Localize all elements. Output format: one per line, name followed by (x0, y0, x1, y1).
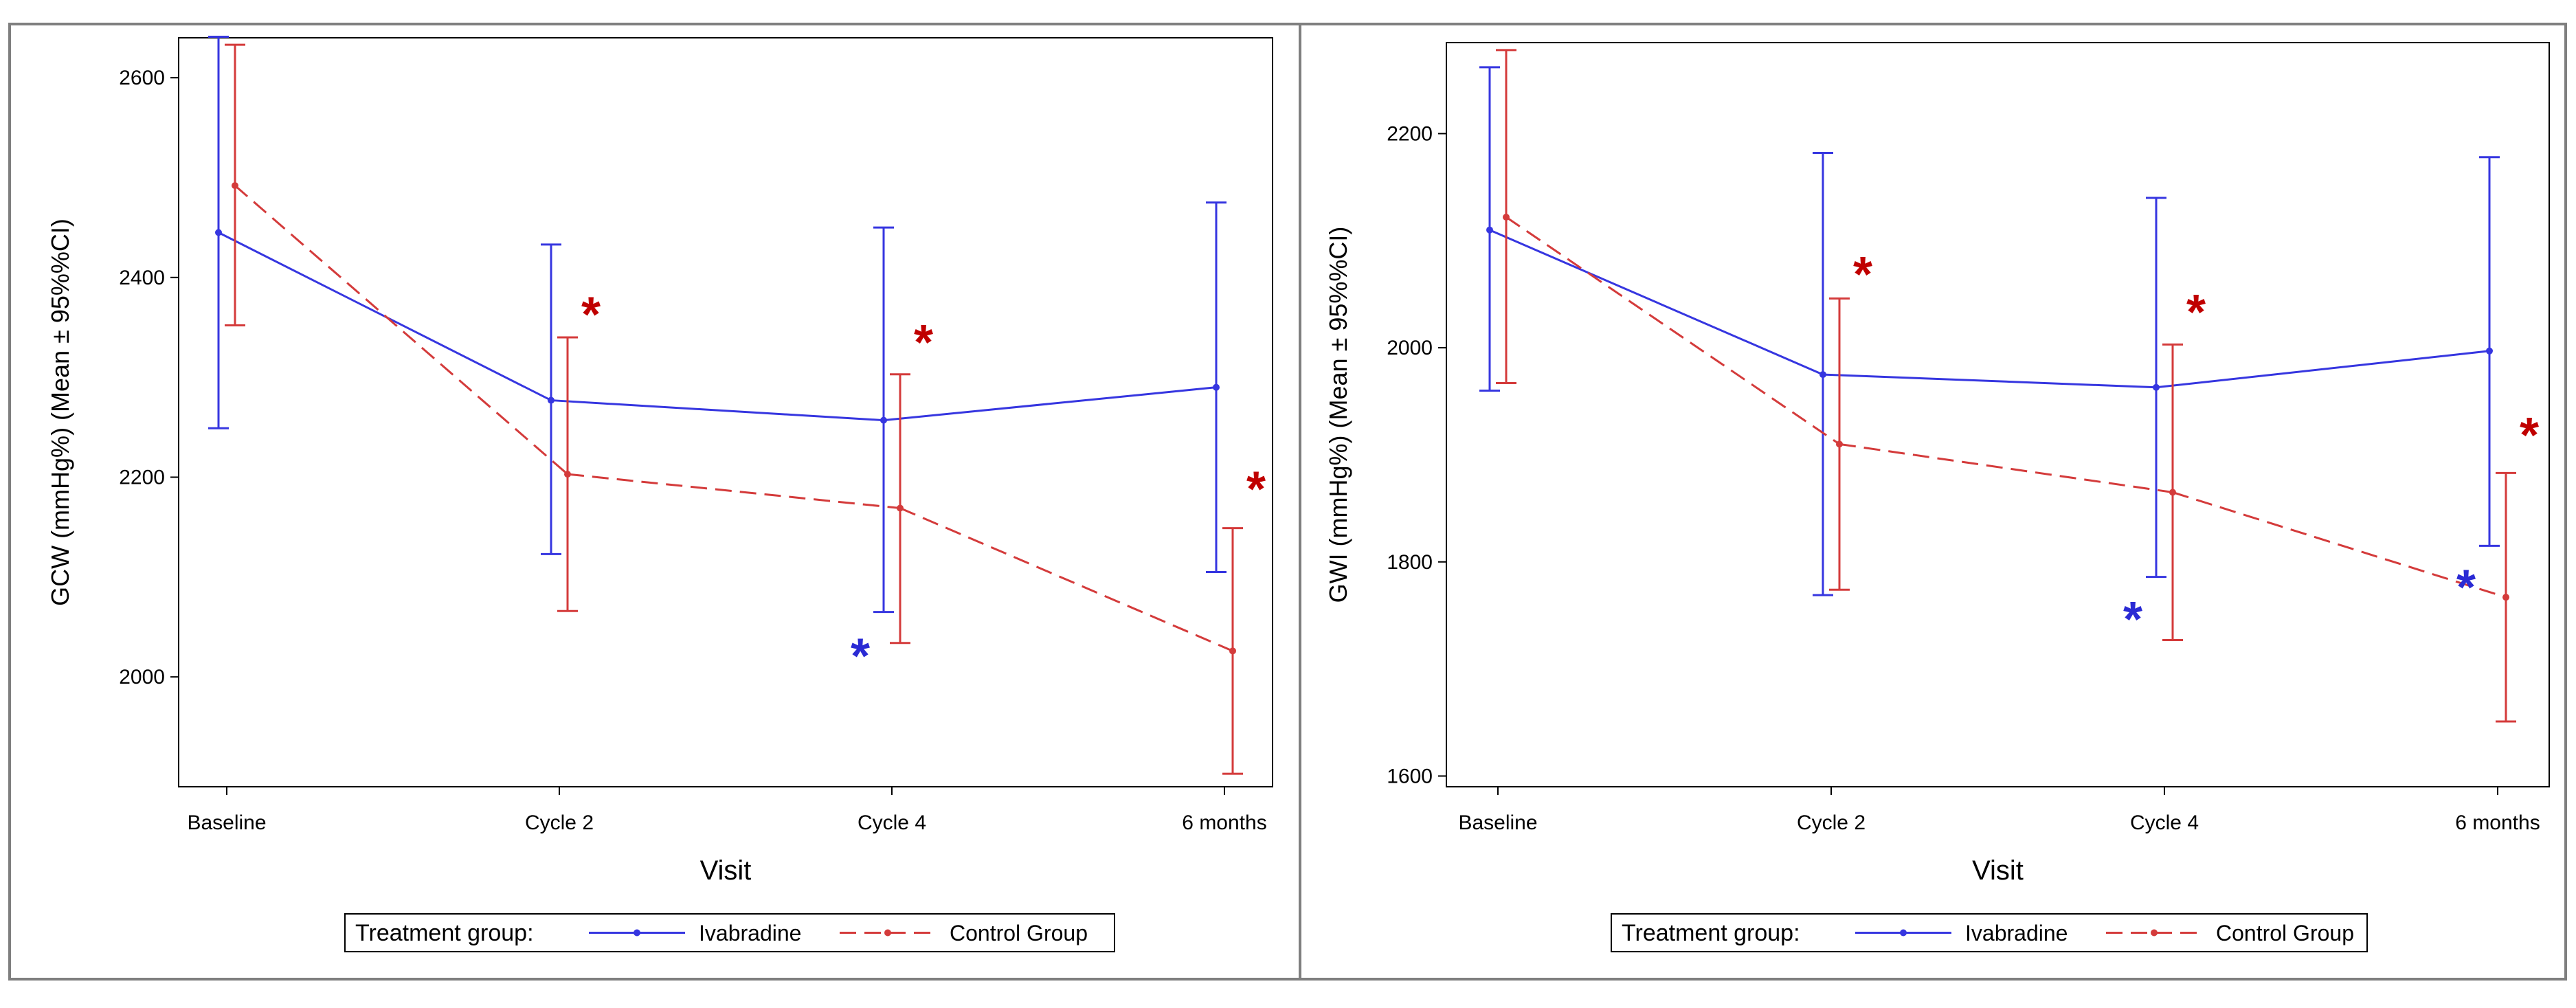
y-tick-label: 2000 (119, 666, 165, 688)
data-point (880, 416, 887, 424)
x-tick-label: Baseline (187, 811, 266, 834)
significance-asterisk: * (2456, 560, 2476, 615)
data-point (1486, 226, 1493, 234)
data-point (232, 182, 238, 190)
legend-marker (2151, 929, 2158, 937)
x-tick-label: Baseline (1458, 811, 1537, 834)
data-point (564, 471, 571, 478)
data-point (1229, 647, 1236, 655)
x-tick-label: Cycle 2 (1797, 811, 1866, 834)
data-point (2153, 383, 2160, 391)
y-axis-label: GCW (mmHg%) (Mean ± 95%%CI) (46, 219, 74, 606)
x-tick-label: 6 months (2455, 811, 2540, 834)
y-tick-label: 1800 (1387, 551, 1433, 574)
y-tick-label: 2200 (1387, 122, 1433, 145)
panel-gcw: 2000 2200 2400 2600 Baseline Cycle 2 Cycle 4 6 … (46, 36, 1273, 952)
significance-asterisk: * (581, 287, 601, 342)
y-axis-label: GWI (mmHg%) (Mean ± 95%%CI) (1324, 227, 1352, 603)
legend-marker (884, 929, 891, 937)
legend-title: Treatment group: (355, 920, 534, 946)
series-line-segment (2155, 350, 2490, 389)
series-line-segment (899, 507, 1233, 652)
data-point (2169, 489, 2176, 496)
series-line-segment (1822, 373, 2157, 389)
legend-entry-label: Control Group (950, 921, 1088, 945)
series-line-segment (550, 399, 884, 422)
significance-asterisk: * (2123, 592, 2142, 647)
x-axis-label: Visit (1972, 855, 2024, 886)
x-tick-label: Cycle 4 (858, 811, 926, 834)
data-point (1503, 213, 1510, 221)
y-tick-label: 1600 (1387, 765, 1433, 787)
y-tick-label: 2000 (1387, 337, 1433, 359)
series-line-segment (1839, 443, 2173, 493)
plot-area (178, 37, 1273, 787)
legend-title: Treatment group: (1622, 920, 1800, 946)
y-tick-label: 2200 (119, 466, 165, 489)
legend-box (1611, 913, 2368, 952)
legend-entry-label: Ivabradine (699, 921, 801, 945)
series-line-segment (567, 473, 901, 510)
x-axis-label: Visit (700, 855, 752, 886)
x-tick-label: 6 months (1182, 811, 1266, 834)
significance-asterisk: * (914, 315, 933, 370)
data-point (2502, 594, 2509, 601)
series-line-segment (883, 386, 1217, 422)
legend-entry-label: Ivabradine (1965, 921, 2068, 945)
panel-gwi: 1600 1800 2000 2200 Baseline Cycle 2 Cycle 4 6 … (1324, 42, 2550, 952)
legend: Treatment group: Ivabradine Control Group (1611, 913, 2368, 952)
significance-asterisk: * (2520, 408, 2539, 463)
plot-area (1446, 42, 2550, 787)
figure-border (8, 23, 2567, 981)
y-tick-label: 2400 (119, 267, 165, 289)
legend: Treatment group: Ivabradine Control Group (344, 913, 1115, 952)
data-point (215, 229, 222, 236)
legend-marker (634, 929, 640, 937)
series-line-segment (1505, 216, 1840, 445)
x-tick-label: Cycle 4 (2130, 811, 2199, 834)
data-point (897, 504, 904, 512)
data-point (1836, 440, 1843, 448)
data-point (548, 396, 555, 404)
series-line-segment (1489, 229, 1824, 376)
legend-entry-label: Control Group (2216, 921, 2354, 945)
significance-asterisk: * (851, 629, 870, 684)
significance-asterisk: * (2186, 285, 2206, 340)
significance-asterisk: * (1853, 247, 1872, 302)
data-point (1819, 371, 1826, 379)
significance-asterisk: * (1246, 462, 1266, 517)
y-tick-label: 2600 (119, 67, 165, 89)
data-point (1213, 383, 1220, 391)
data-point (2486, 347, 2493, 355)
legend-marker (1900, 929, 1907, 937)
x-tick-label: Cycle 2 (525, 811, 594, 834)
series-line-segment (2172, 491, 2507, 598)
legend-box (344, 913, 1115, 952)
